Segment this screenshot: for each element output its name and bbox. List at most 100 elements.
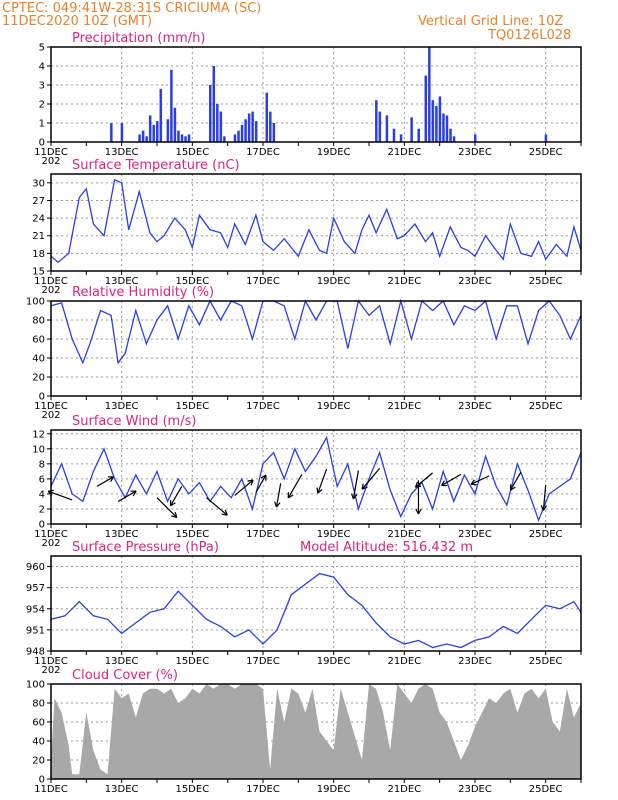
wind-arrow-shaft: [170, 486, 183, 507]
precip-bar: [438, 96, 442, 142]
panel-frame: [50, 429, 582, 525]
x-tick-label: 21DEC: [387, 276, 421, 287]
precip-bar: [216, 104, 219, 142]
y-tick-label: 60: [32, 718, 45, 729]
y-tick-label: 2: [39, 504, 45, 515]
x-tick-label: 23DEC: [458, 401, 492, 412]
precip-bar: [244, 119, 247, 142]
wind-arrow-shaft: [287, 474, 303, 499]
y-tick-label: 954: [26, 604, 45, 615]
wind-arrow-shaft: [352, 470, 359, 500]
precip-bar: [247, 113, 251, 142]
precip-bar: [152, 124, 155, 142]
precip-bar: [265, 92, 269, 142]
wind-arrow-shaft: [510, 471, 522, 491]
y-tick-label: 8: [39, 459, 45, 470]
x-tick-label: 15DEC: [175, 656, 209, 667]
series-line: [50, 435, 582, 523]
precip-bar: [148, 115, 152, 142]
x-tick-label: 13DEC: [105, 784, 139, 795]
precip-bar: [223, 136, 226, 142]
precip-bar: [410, 117, 413, 142]
x-tick-label: 21DEC: [387, 401, 421, 412]
wind-arrow-head: [221, 509, 228, 516]
x-year-label: 202: [41, 410, 60, 421]
y-tick-label: 60: [32, 335, 45, 346]
y-tick-label: 30: [32, 178, 45, 189]
wind-arrow-shaft: [415, 472, 433, 488]
x-tick-label: 23DEC: [458, 529, 492, 540]
x-tick-label: 23DEC: [458, 276, 492, 287]
precip-bar: [138, 134, 141, 142]
precip-bar: [375, 100, 378, 142]
wind-arrow-head: [361, 483, 368, 490]
wind-arrows: [47, 467, 548, 519]
wind-arrow-head: [316, 487, 323, 494]
precip-bar: [187, 134, 191, 142]
precip-bar: [251, 111, 254, 142]
y-tick-label: 80: [32, 699, 45, 710]
wind-arrow-head: [351, 493, 358, 500]
y-tick-label: 5: [39, 43, 45, 54]
wind-arrow-shaft: [47, 490, 73, 501]
precip-bar: [474, 134, 477, 142]
x-tick-label: 19DEC: [317, 656, 351, 667]
y-tick-label: 6: [39, 474, 45, 485]
wind-arrow-head: [47, 489, 54, 496]
precip-bar: [219, 111, 223, 142]
precip-bar: [173, 107, 177, 142]
precip-bar: [233, 134, 237, 142]
precip-bar: [209, 85, 212, 142]
y-tick-label: 951: [26, 625, 45, 636]
x-tick-label: 11DEC: [34, 401, 68, 412]
y-tick-label: 0: [39, 520, 45, 531]
precip-bar: [399, 134, 403, 142]
panel-title: Surface Pressure (hPa): [72, 540, 219, 555]
x-tick-label: 25DEC: [529, 147, 563, 158]
x-tick-label: 23DEC: [458, 656, 492, 667]
panel-subtitle: Model Altitude: 516.432 m: [300, 540, 473, 555]
panel-frame: [50, 555, 582, 652]
wind-arrow-head: [470, 479, 477, 486]
x-tick-label: 17DEC: [246, 529, 280, 540]
precip-bar: [449, 128, 452, 142]
y-tick-label: 960: [26, 562, 45, 573]
wind-arrow-head: [414, 481, 422, 488]
y-tick-label: 948: [26, 647, 45, 658]
x-tick-label: 25DEC: [529, 784, 563, 795]
x-tick-label: 25DEC: [529, 276, 563, 287]
y-tick-label: 12: [32, 429, 45, 440]
x-tick-label: 11DEC: [34, 656, 68, 667]
wind-arrow-shaft: [361, 467, 381, 490]
wind-arrow-head: [540, 504, 548, 511]
panel-3: 0 2 4 6 8 10 12 11DEC 13DEC 15DEC 17DEC 19DEC 21DEC 2…: [32, 414, 582, 549]
x-tick-label: 17DEC: [246, 147, 280, 158]
precip-bar: [544, 134, 548, 142]
wind-arrow-head: [509, 484, 516, 491]
precip-bar: [435, 105, 438, 142]
y-tick-label: 18: [32, 249, 45, 260]
wind-arrow-shaft: [96, 476, 114, 487]
y-tick-label: 100: [26, 680, 45, 691]
panel-title: Relative Humidity (%): [72, 285, 214, 300]
x-tick-label: 23DEC: [458, 784, 492, 795]
precip-bar: [442, 113, 445, 142]
wind-arrow-head: [247, 479, 254, 486]
precip-bar: [424, 75, 428, 142]
precip-bar: [110, 123, 113, 142]
precip-bar: [378, 111, 382, 142]
y-tick-label: 40: [32, 737, 45, 748]
precip-bar: [385, 115, 389, 142]
panel-frame: [50, 300, 582, 397]
precip-bar: [159, 88, 163, 142]
wind-arrow-head: [130, 490, 137, 497]
panel-frame: [50, 46, 582, 143]
precip-bar: [177, 130, 180, 142]
precip-bar: [240, 124, 244, 142]
x-tick-label: 21DEC: [387, 529, 421, 540]
precip-bar: [428, 47, 431, 142]
series-line: [50, 572, 582, 649]
series-line: [50, 178, 582, 264]
panel-0: 0 1 2 3 4 5 11DEC 13DEC 15DEC 17DEC 19DEC 21DEC 23DE…: [34, 31, 582, 167]
y-tick-label: 21: [32, 231, 45, 242]
